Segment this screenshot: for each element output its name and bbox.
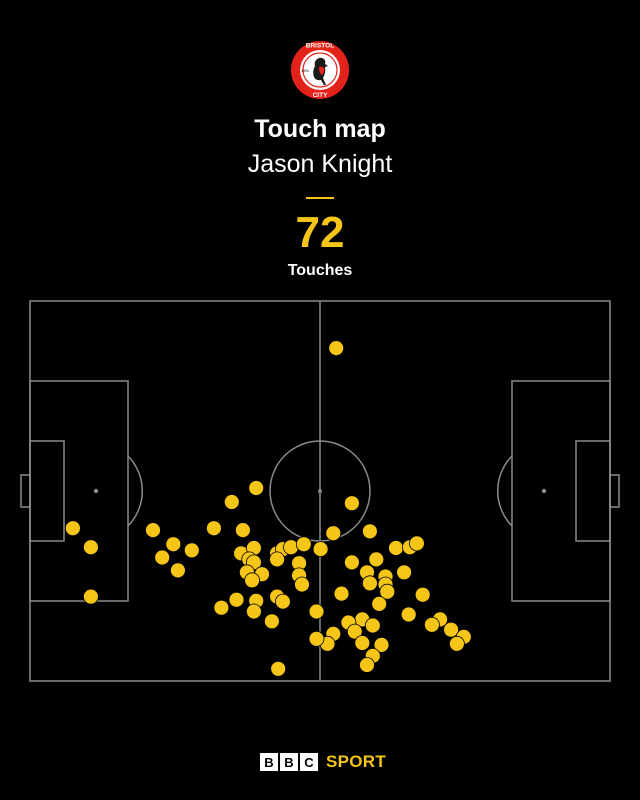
touch-point: [205, 520, 222, 537]
touch-point: [354, 635, 371, 651]
touch-point: [165, 536, 182, 553]
touch-point: [83, 539, 99, 556]
touch-point: [333, 585, 350, 602]
touch-point: [308, 630, 325, 647]
touch-point: [245, 603, 262, 620]
touch-point: [294, 576, 310, 593]
bbc-letter-box: C: [300, 753, 318, 771]
crest-year-text: 1894: [301, 69, 309, 73]
player-name: Jason Knight: [247, 150, 393, 178]
bbc-letter-box: B: [260, 753, 278, 771]
touch-point: [346, 623, 363, 640]
touch-point: [325, 525, 342, 542]
right-six-yard-box: [575, 440, 611, 542]
left-six-yard-box: [29, 440, 65, 542]
touch-point: [423, 616, 440, 633]
touch-point: [263, 613, 280, 630]
touch-point: [228, 591, 245, 608]
touch-point: [343, 554, 360, 571]
touch-point: [308, 603, 325, 620]
touch-point: [361, 575, 378, 592]
touches-label: Touches: [287, 262, 353, 279]
sport-wordmark: SPORT: [326, 752, 387, 771]
chart-title: Touch map: [254, 115, 386, 143]
right-penalty-area: [511, 380, 611, 602]
touch-point: [361, 523, 378, 540]
touch-points: [65, 340, 472, 677]
touch-point: [443, 621, 460, 638]
touch-point: [274, 593, 291, 610]
touch-point: [83, 588, 99, 605]
touch-point: [244, 572, 261, 589]
touch-point: [414, 586, 431, 603]
bbc-letter-box: B: [280, 753, 298, 771]
touch-point: [169, 562, 186, 579]
touch-point: [223, 494, 240, 510]
touch-point: [145, 522, 161, 538]
touch-point: [371, 596, 388, 612]
left-penalty-spot: [93, 488, 99, 494]
left-goal: [20, 474, 31, 508]
touch-point: [312, 541, 329, 557]
left-penalty-arc: [127, 455, 144, 527]
bbc-sport-logo: B B C SPORT: [260, 752, 386, 772]
right-penalty-spot: [541, 488, 547, 494]
touch-point: [396, 564, 413, 581]
crest-bottom-text: CITY: [313, 92, 328, 99]
right-penalty-arc: [496, 455, 513, 527]
touch-point: [328, 340, 345, 357]
accent-divider: [306, 197, 334, 199]
touch-point: [364, 617, 381, 634]
touch-point: [400, 606, 417, 623]
touch-point: [388, 540, 404, 556]
touch-point: [234, 522, 251, 538]
right-goal: [609, 474, 620, 508]
crest-top-text: BRISTOL: [306, 43, 334, 50]
touch-point: [408, 535, 425, 552]
touch-point: [359, 657, 375, 673]
touch-point: [183, 542, 200, 559]
touch-point: [65, 520, 81, 537]
touch-point: [373, 637, 390, 653]
touch-point: [379, 583, 396, 600]
touch-point: [343, 495, 360, 512]
left-penalty-area: [29, 380, 129, 602]
touch-point: [270, 660, 287, 677]
touch-point: [269, 551, 286, 568]
touch-point: [213, 599, 230, 616]
centre-circle: [269, 440, 371, 542]
touch-point: [295, 536, 312, 553]
touches-count: 72: [295, 208, 345, 257]
touch-point: [448, 635, 465, 652]
club-crest-icon: BRISTOL CITY 1894: [291, 41, 349, 99]
touch-point: [154, 549, 171, 566]
touch-point: [368, 551, 385, 568]
centre-spot: [318, 489, 322, 493]
touch-point: [248, 480, 265, 496]
